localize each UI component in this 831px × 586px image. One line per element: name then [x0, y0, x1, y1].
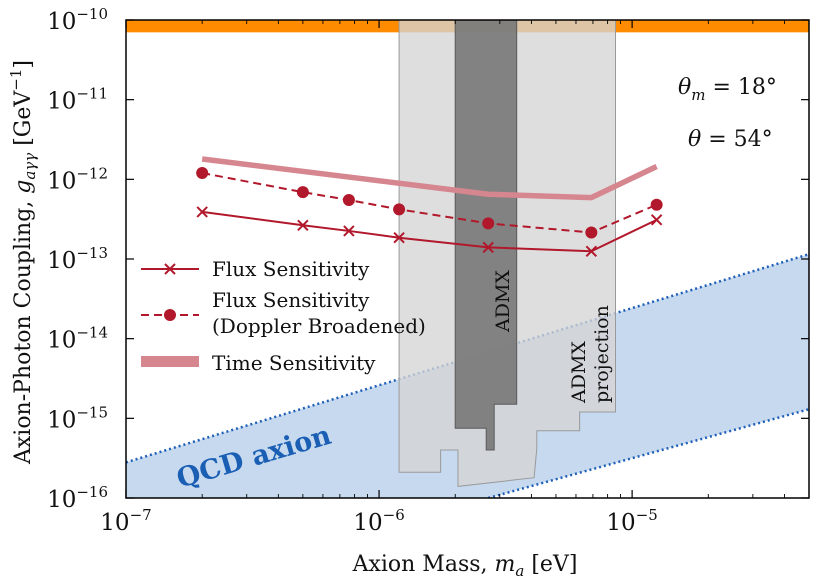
annotation-theta-m: θm = 18°	[678, 75, 777, 104]
doppler-flux-point	[296, 186, 309, 199]
flux-sensitivity-point	[297, 219, 309, 231]
admx-label: ADMX	[492, 270, 514, 333]
admx-region	[454, 20, 518, 451]
flux-sensitivity-point	[343, 225, 355, 237]
doppler-flux-point	[393, 203, 406, 216]
y-tick-label: 10−11	[47, 85, 108, 115]
x-axis-label: Axion Mass, ma [eV]	[352, 552, 578, 580]
flux-sensitivity-point	[196, 206, 208, 218]
legend: Flux Sensitivity Flux Sensitivity (Doppl…	[141, 257, 426, 375]
x-tick-label: 10−6	[353, 506, 404, 536]
x-tick-label: 10−7	[100, 506, 151, 536]
x-tick-label-exp: −6	[383, 506, 405, 524]
qcd-band-upper-edge	[126, 252, 809, 464]
x-tick-label-base: 10	[100, 510, 129, 536]
admx-projection-label-line2: projection	[591, 305, 613, 403]
legend-flux-label: Flux Sensitivity	[212, 257, 370, 281]
y-tick-label-base: 10	[47, 487, 76, 513]
x-tick-label-exp: −5	[636, 506, 658, 524]
legend-doppler-label-line2: (Doppler Broadened)	[212, 314, 426, 338]
flux-sensitivity-point	[585, 245, 598, 257]
y-tick-label: 10−14	[47, 324, 108, 354]
admx-projection-label: ADMX	[568, 341, 590, 404]
y-tick-label: 10−16	[47, 483, 108, 513]
y-tick-label-exp: −11	[76, 85, 108, 103]
y-tick-label-exp: −16	[76, 483, 108, 501]
legend-doppler-marker	[164, 309, 176, 321]
x-tick-label-exp: −7	[130, 506, 152, 524]
flux-sensitivity-point	[393, 232, 405, 244]
y-tick-label: 10−15	[47, 403, 108, 433]
flux-sensitivity-point	[482, 241, 494, 254]
annotation-theta: θ = 54°	[688, 127, 773, 152]
y-tick-label-base: 10	[47, 9, 76, 35]
plot-content	[126, 20, 809, 498]
x-tick-label: 10−5	[606, 506, 657, 536]
doppler-flux-point	[196, 167, 209, 180]
y-tick-label-base: 10	[47, 407, 76, 433]
y-tick-label-exp: −14	[76, 324, 108, 342]
doppler-flux-point	[482, 217, 495, 230]
y-tick-label: 10−13	[47, 244, 108, 274]
x-tick-label-base: 10	[353, 510, 382, 536]
y-tick-label-exp: −10	[76, 5, 108, 23]
axes-frame: 10−7 10−6 10−510−1610−1510−1410−1310−1210−…	[47, 5, 810, 536]
doppler-flux-point	[585, 226, 598, 239]
y-axis-label: Axion-Photon Coupling, gaγγ [GeV−1]	[7, 60, 39, 465]
y-tick-label-exp: −12	[76, 164, 108, 182]
flux-sensitivity-point	[650, 214, 663, 226]
legend-time-label: Time Sensitivity	[212, 351, 376, 375]
y-tick-label-base: 10	[47, 248, 76, 274]
doppler-flux-point	[342, 194, 355, 207]
y-tick-label-exp: −13	[76, 244, 108, 262]
y-tick-label-base: 10	[47, 89, 76, 115]
doppler-flux-point	[650, 198, 663, 211]
y-tick-label-base: 10	[47, 168, 76, 194]
y-tick-label: 10−10	[47, 5, 108, 35]
plot-area	[126, 20, 809, 498]
y-tick-label-exp: −15	[76, 403, 108, 421]
legend-doppler-label-line1: Flux Sensitivity	[212, 288, 370, 312]
legend-flux-marker	[164, 263, 176, 275]
time-sensitivity-line	[201, 156, 658, 201]
x-tick-label-base: 10	[606, 510, 635, 536]
qcd-band-lower-edge	[487, 408, 809, 498]
legend-time-swatch	[141, 356, 199, 367]
y-tick-label-base: 10	[47, 328, 76, 354]
y-tick-label: 10−12	[47, 164, 108, 194]
